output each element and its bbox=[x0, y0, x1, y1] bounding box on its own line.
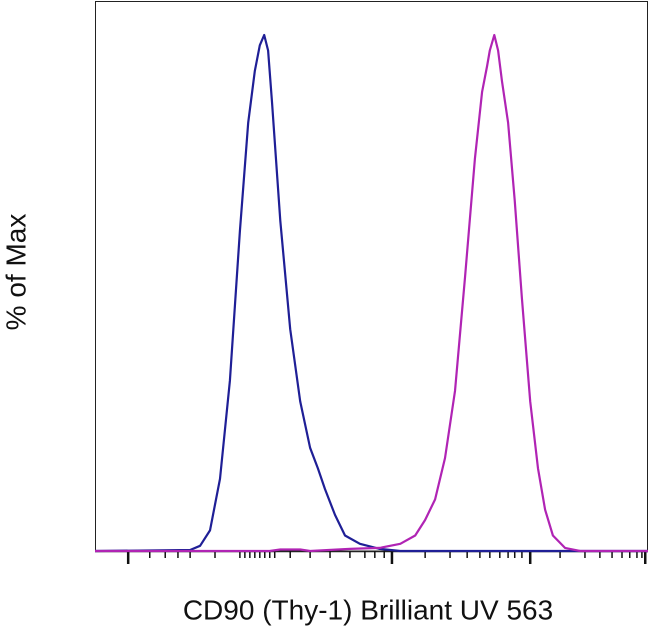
y-axis-label: % of Max bbox=[0, 214, 31, 331]
histogram-line bbox=[94, 33, 648, 553]
plot-frame bbox=[95, 1, 648, 552]
x-axis-label: CD90 (Thy-1) Brilliant UV 563 bbox=[183, 594, 553, 625]
histogram-line bbox=[95, 33, 648, 553]
